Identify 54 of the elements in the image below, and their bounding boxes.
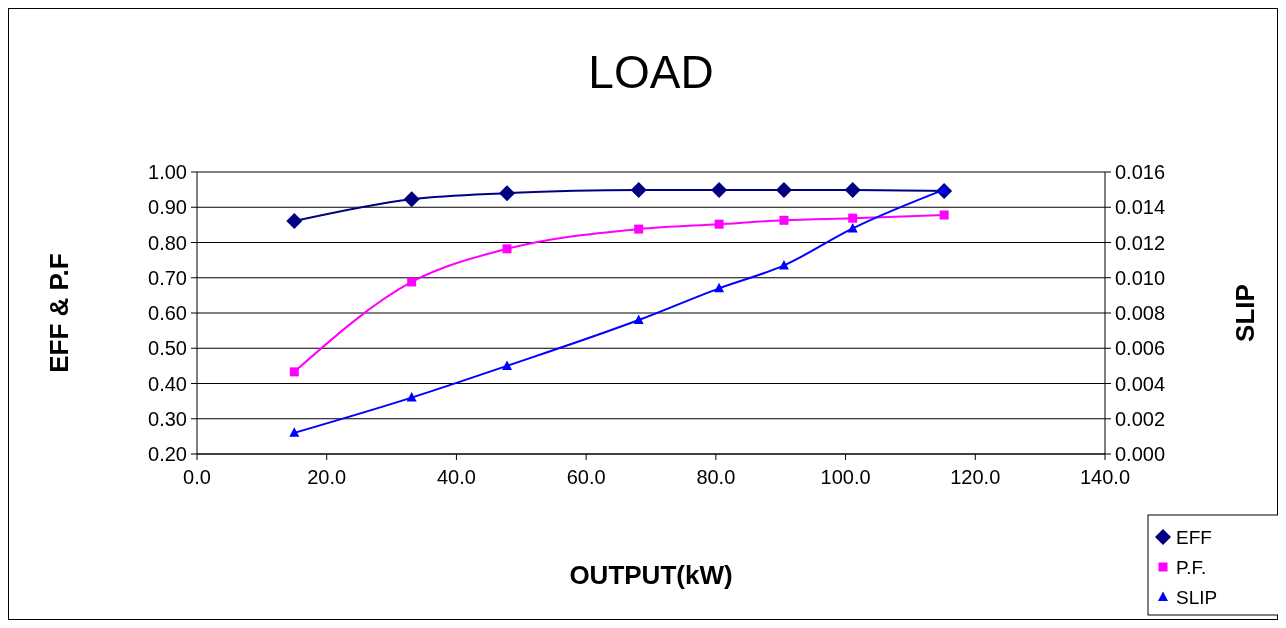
y-tick-label: 0.60 — [148, 302, 187, 324]
y2-tick-label: 0.012 — [1115, 231, 1166, 254]
x-tick-label: 80.0 — [696, 466, 736, 488]
point — [634, 224, 644, 234]
x-tick-label: 60.0 — [566, 466, 606, 488]
point — [286, 213, 303, 229]
y-tick-label: 0.80 — [148, 231, 187, 254]
point — [844, 181, 861, 198]
legend-label: SLIP — [1176, 587, 1218, 608]
y2-tick-label: 0.004 — [1115, 372, 1166, 395]
point — [714, 282, 725, 293]
y-tick-label: 0.20 — [148, 443, 187, 465]
y-tick-label: 0.30 — [148, 407, 187, 430]
x-tick-label: 140.0 — [1079, 466, 1131, 488]
point — [289, 367, 299, 377]
legend-label: P.F. — [1176, 557, 1207, 578]
point — [502, 244, 512, 254]
x-tick-label: 120.0 — [950, 466, 1001, 488]
x-tick-label: 20.0 — [307, 466, 347, 488]
point — [711, 181, 728, 198]
x-tick-label: 40.0 — [436, 466, 476, 488]
point — [847, 222, 858, 233]
chart-title: LOAD — [588, 46, 714, 98]
y2-axis-title: SLIP — [1230, 284, 1260, 342]
point — [406, 392, 417, 402]
point — [775, 181, 792, 198]
y-tick-label: 0.50 — [148, 337, 187, 360]
y2-tick-label: 0.016 — [1115, 161, 1166, 183]
point — [848, 213, 858, 223]
y2-tick-label: 0.000 — [1115, 443, 1166, 465]
point — [633, 314, 644, 325]
y-tick-label: 1.00 — [148, 161, 187, 183]
point — [403, 191, 420, 208]
point — [779, 215, 789, 225]
legend-label: EFF — [1176, 527, 1212, 548]
y-tick-label: 0.90 — [148, 196, 187, 219]
y-tick-label: 0.70 — [148, 266, 187, 289]
y-tick-label: 0.40 — [148, 372, 187, 395]
y2-tick-label: 0.002 — [1115, 407, 1166, 430]
point — [499, 185, 516, 202]
point — [407, 277, 417, 287]
point — [502, 360, 513, 370]
y-axis-title: EFF & P.F — [44, 253, 74, 373]
point — [939, 210, 949, 220]
x-tick-label: 0.0 — [183, 466, 211, 488]
y2-tick-label: 0.010 — [1115, 266, 1166, 289]
x-tick-label: 100.0 — [820, 466, 871, 488]
y2-tick-label: 0.008 — [1115, 302, 1166, 324]
y2-tick-label: 0.014 — [1115, 196, 1166, 219]
x-axis-title: OUTPUT(kW) — [569, 560, 733, 590]
point — [289, 427, 300, 437]
y2-tick-label: 0.006 — [1115, 337, 1166, 360]
point — [630, 181, 647, 198]
point — [714, 219, 724, 229]
